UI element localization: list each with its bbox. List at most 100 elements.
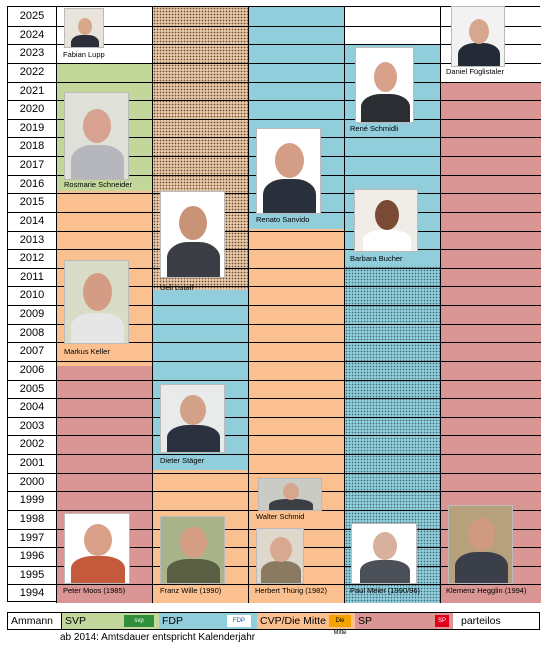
portrait-paul-meier	[351, 523, 417, 584]
name-rosmarie-schneider: Rosmarie Schneider	[64, 180, 132, 189]
year-label: 2014	[19, 214, 45, 227]
grid-row-line	[8, 249, 541, 251]
year-label: 2003	[19, 419, 45, 432]
year-label: 2022	[19, 65, 45, 78]
year-label: 2012	[19, 252, 45, 265]
name-walter-schmid: Walter Schmid	[256, 512, 305, 521]
grid-row-line	[8, 25, 541, 27]
legend-title: Ammann	[8, 613, 62, 629]
name-franz-wille: Franz Wille (1990)	[160, 586, 222, 595]
mitte-logo-icon: Die Mitte	[329, 615, 351, 636]
year-label: 2018	[19, 140, 45, 153]
year-label: 1997	[19, 531, 45, 544]
year-label: 2019	[19, 121, 45, 134]
year-label: 2021	[19, 84, 45, 97]
grid-row-line	[8, 44, 541, 46]
portrait-daniel-fueglistaler	[451, 6, 505, 67]
legend-fdp: FDP FDP	[159, 613, 257, 629]
grid-divider	[248, 7, 249, 603]
sp-logo-icon: SP	[435, 615, 449, 627]
grid-row-line	[8, 323, 541, 325]
year-label: 2016	[19, 177, 45, 190]
grid-row-line	[8, 286, 541, 288]
grid-row-line	[8, 360, 541, 362]
grid-divider	[344, 7, 345, 603]
grid-row-line	[8, 100, 541, 102]
legend-svp-label: SVP	[65, 615, 87, 627]
grid-row-line	[8, 454, 541, 455]
grid-row-line	[8, 118, 541, 120]
year-label: 2025	[19, 10, 45, 22]
year-label: 2011	[20, 270, 44, 283]
year-label: 1994	[19, 587, 45, 600]
year-label: 2002	[19, 438, 45, 451]
name-rene-schmidli: René Schmidli	[350, 124, 399, 133]
year-label: 2008	[19, 326, 45, 339]
year-label: 2005	[19, 382, 45, 395]
year-label: 2013	[19, 233, 45, 246]
legend-parteilos: parteilos	[453, 613, 539, 629]
name-herbert-thuerig: Herbert Thürig (1982)	[255, 586, 327, 595]
legend-cvp-label: CVP/Die Mitte	[260, 615, 326, 627]
name-ueli-lutolf: Ueli Lutolf	[160, 283, 194, 292]
legend-sp: SP SP	[355, 613, 453, 629]
portrait-herbert-thuerig	[256, 528, 304, 584]
name-fabian-lupp: Fabian Lupp	[63, 50, 105, 59]
portrait-klemenz-hegglin	[448, 505, 513, 584]
grid-row-line	[8, 379, 541, 381]
year-label: 2004	[19, 401, 45, 414]
grid-row-line	[8, 472, 541, 474]
legend-svp: SVP svp	[62, 613, 159, 629]
party-legend: Ammann SVP svp FDP FDP CVP/Die Mitte Die…	[7, 612, 540, 636]
year-label: 2007	[19, 345, 45, 358]
portrait-dieter-staeger	[160, 384, 225, 453]
grid-divider	[440, 7, 441, 603]
name-klemenz-hegglin: Klemenz Hegglin (1994)	[446, 586, 527, 595]
portrait-walter-schmid	[258, 478, 322, 511]
portrait-peter-moos	[64, 513, 130, 584]
year-label: 2001	[19, 457, 45, 469]
year-label: 1995	[19, 568, 45, 581]
portrait-markus-keller	[64, 260, 129, 344]
name-daniel-fueglistaler: Daniel Füglistaler	[446, 67, 504, 76]
portrait-rosmarie-schneider	[64, 92, 129, 180]
fdp-logo-icon: FDP	[227, 615, 251, 627]
footnote: ab 2014: Amtsdauer entspricht Kalenderja…	[60, 632, 256, 643]
grid-row-line	[8, 230, 541, 232]
year-label: 2017	[19, 159, 45, 171]
name-paul-meier: Paul Meier (1990/96)	[350, 586, 421, 595]
year-label: 2023	[19, 47, 45, 60]
year-label: 2000	[19, 475, 45, 488]
year-label: 2015	[19, 196, 45, 209]
portrait-rene-schmidli	[355, 47, 414, 123]
year-label: 1998	[19, 512, 45, 525]
grid-row-line	[8, 305, 541, 306]
grid-row-line	[8, 62, 541, 64]
year-label: 1999	[19, 494, 45, 507]
name-markus-keller: Markus Keller	[64, 347, 110, 356]
legend-sp-label: SP	[358, 615, 373, 627]
year-label: 2024	[19, 28, 45, 41]
grid-row-line	[8, 81, 541, 83]
name-barbara-bucher: Barbara Bucher	[350, 254, 403, 263]
svp-logo-icon: svp	[124, 615, 154, 627]
grid-row-line	[8, 398, 541, 400]
year-label: 2010	[19, 289, 45, 302]
portrait-barbara-bucher	[354, 189, 418, 252]
grid-row-line	[8, 435, 541, 437]
grid-row-line	[8, 267, 541, 269]
year-label: 2020	[19, 103, 45, 116]
portrait-fabian-lupp	[64, 8, 104, 48]
name-renato-sanvido: Renato Sanvido	[256, 215, 310, 224]
year-label: 2006	[19, 363, 45, 376]
portrait-ueli-lutolf	[160, 191, 225, 278]
portrait-franz-wille	[160, 516, 225, 584]
grid-row-line	[8, 342, 541, 344]
legend-cvp: CVP/Die Mitte Die Mitte	[257, 613, 355, 636]
year-label: 1996	[19, 550, 45, 563]
grid-row-line	[8, 584, 541, 586]
portrait-renato-sanvido	[256, 128, 321, 214]
year-label: 2009	[19, 308, 45, 320]
grid-divider	[56, 7, 57, 603]
name-dieter-staeger: Dieter Stäger	[160, 456, 205, 465]
